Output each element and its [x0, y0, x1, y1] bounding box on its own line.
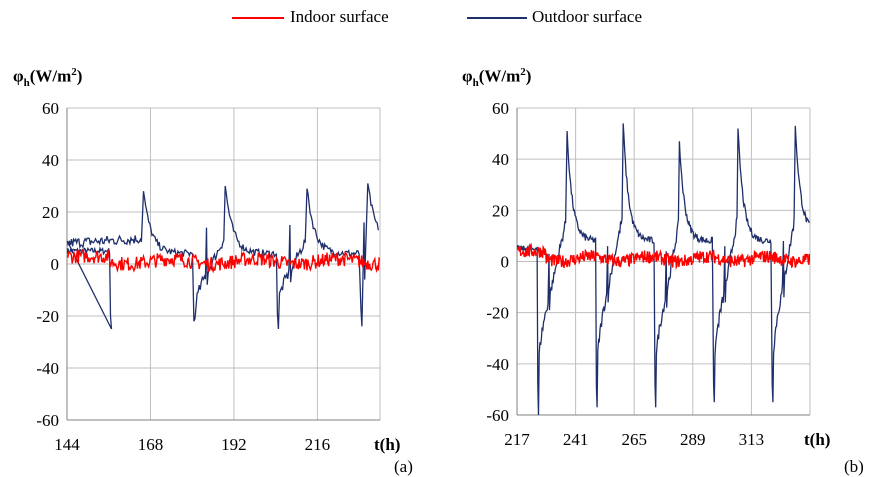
- y-tick-label-a: 60: [42, 99, 59, 118]
- x-axis-title-a: t(h): [374, 435, 400, 454]
- series-outdoor-surface-a: [67, 183, 379, 330]
- legend-label-indoor: Indoor surface: [290, 7, 389, 26]
- panel-label-a: (a): [394, 457, 413, 476]
- y-tick-label-b: 40: [492, 150, 509, 169]
- y-axis-title-a: φh(W/m2): [13, 66, 83, 90]
- y-tick-label-a: -40: [36, 359, 59, 378]
- x-tick-label-a: 216: [305, 435, 331, 454]
- series-indoor-surface-a: [67, 249, 380, 274]
- series-outdoor-surface-b: [517, 123, 810, 415]
- chart-legend: Indoor surface Outdoor surface: [0, 4, 875, 32]
- x-tick-label-a: 168: [138, 435, 164, 454]
- x-tick-label-a: 144: [54, 435, 80, 454]
- y-tick-label-b: -20: [486, 304, 509, 323]
- y-tick-label-b: 20: [492, 201, 509, 220]
- y-tick-label-a: -60: [36, 411, 59, 430]
- y-axis-title-b: φh(W/m2): [462, 66, 532, 90]
- y-tick-label-a: -20: [36, 307, 59, 326]
- legend-swatch-indoor: [232, 17, 284, 19]
- y-tick-label-b: -60: [486, 406, 509, 425]
- x-tick-label-b: 313: [739, 430, 765, 449]
- x-axis-title-b: t(h): [804, 430, 830, 449]
- x-tick-label-b: 241: [563, 430, 589, 449]
- x-tick-label-b: 217: [504, 430, 530, 449]
- y-tick-label-b: 0: [501, 253, 510, 272]
- y-tick-label-a: 40: [42, 151, 59, 170]
- y-tick-label-a: 0: [51, 255, 60, 274]
- legend-swatch-outdoor: [467, 17, 527, 19]
- x-tick-label-b: 265: [621, 430, 647, 449]
- y-tick-label-b: 60: [492, 99, 509, 118]
- series-indoor-surface-b: [517, 242, 810, 271]
- y-tick-label-b: -40: [486, 355, 509, 374]
- x-tick-label-a: 192: [221, 435, 247, 454]
- y-tick-label-a: 20: [42, 203, 59, 222]
- panel-label-b: (b): [844, 457, 864, 476]
- legend-label-outdoor: Outdoor surface: [532, 7, 642, 26]
- x-tick-label-b: 289: [680, 430, 706, 449]
